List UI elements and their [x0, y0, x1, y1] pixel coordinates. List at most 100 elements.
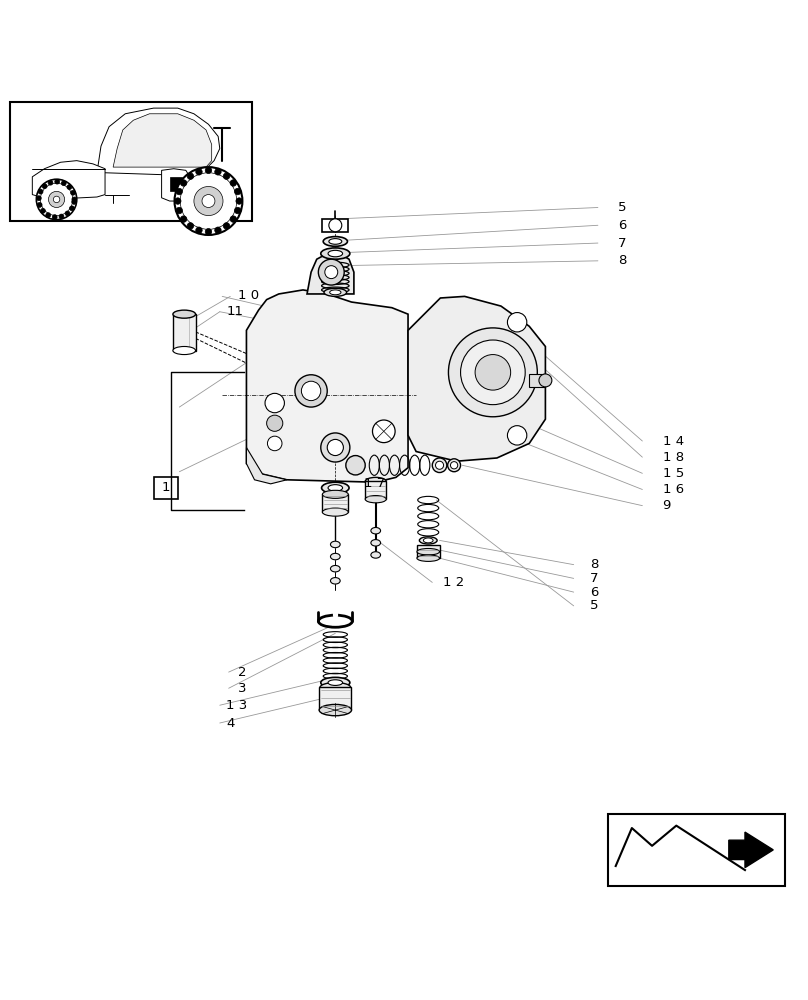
Circle shape	[67, 185, 72, 189]
Text: 6: 6	[590, 586, 598, 599]
Ellipse shape	[371, 552, 381, 558]
Circle shape	[318, 259, 344, 285]
Text: 1 2: 1 2	[443, 576, 464, 589]
Circle shape	[53, 196, 60, 203]
Circle shape	[215, 227, 221, 233]
Text: 3: 3	[238, 682, 247, 695]
Text: 1 6: 1 6	[663, 483, 684, 496]
Ellipse shape	[321, 677, 350, 688]
Circle shape	[507, 313, 527, 332]
Circle shape	[295, 375, 327, 407]
Text: 9: 9	[663, 499, 671, 512]
Circle shape	[48, 180, 53, 185]
Bar	[417, 545, 440, 558]
Ellipse shape	[319, 704, 351, 716]
Circle shape	[40, 208, 45, 213]
Ellipse shape	[448, 459, 461, 472]
Ellipse shape	[539, 374, 552, 387]
Circle shape	[175, 198, 181, 204]
Text: 1 4: 1 4	[663, 435, 684, 448]
Circle shape	[236, 198, 242, 204]
Text: 5: 5	[590, 599, 599, 612]
Polygon shape	[729, 832, 773, 868]
Circle shape	[180, 173, 237, 229]
Circle shape	[223, 223, 229, 229]
Circle shape	[187, 173, 194, 179]
Ellipse shape	[365, 477, 386, 485]
Ellipse shape	[330, 578, 340, 584]
Ellipse shape	[436, 461, 444, 469]
Ellipse shape	[365, 496, 386, 503]
Circle shape	[327, 439, 343, 456]
Circle shape	[346, 456, 365, 475]
Ellipse shape	[432, 458, 447, 473]
Ellipse shape	[322, 482, 349, 494]
Text: 1: 1	[162, 481, 170, 494]
Ellipse shape	[451, 462, 458, 469]
Circle shape	[475, 355, 511, 390]
Circle shape	[196, 169, 202, 175]
Circle shape	[230, 216, 237, 222]
Circle shape	[267, 436, 282, 451]
Ellipse shape	[328, 680, 343, 685]
Circle shape	[507, 426, 527, 445]
Ellipse shape	[419, 537, 437, 544]
Circle shape	[234, 207, 241, 214]
Polygon shape	[32, 161, 105, 199]
Text: 4: 4	[226, 717, 234, 730]
Circle shape	[301, 381, 321, 401]
Circle shape	[65, 211, 70, 216]
Text: 1 5: 1 5	[663, 467, 684, 480]
Text: 8: 8	[618, 254, 626, 267]
Ellipse shape	[417, 555, 440, 561]
Circle shape	[37, 202, 42, 207]
Circle shape	[205, 167, 212, 174]
Bar	[173, 314, 196, 351]
Bar	[10, 102, 252, 221]
Ellipse shape	[322, 490, 348, 498]
Bar	[319, 687, 351, 710]
Circle shape	[70, 190, 75, 195]
Circle shape	[69, 206, 74, 211]
Circle shape	[230, 180, 237, 186]
Circle shape	[59, 214, 64, 219]
Ellipse shape	[324, 288, 347, 296]
Bar	[322, 219, 348, 232]
Polygon shape	[170, 177, 182, 191]
Ellipse shape	[329, 239, 342, 244]
Circle shape	[53, 215, 57, 220]
Circle shape	[55, 179, 60, 184]
Circle shape	[205, 229, 212, 235]
Circle shape	[36, 179, 77, 220]
Circle shape	[372, 420, 395, 443]
Circle shape	[46, 213, 51, 218]
Circle shape	[234, 188, 241, 195]
Ellipse shape	[328, 250, 343, 257]
Bar	[529, 374, 545, 387]
Circle shape	[321, 433, 350, 462]
Circle shape	[38, 189, 43, 194]
Polygon shape	[97, 108, 220, 175]
Circle shape	[40, 183, 73, 216]
Circle shape	[180, 216, 187, 222]
Text: 1 0: 1 0	[238, 289, 259, 302]
Polygon shape	[246, 290, 408, 482]
Circle shape	[187, 223, 194, 229]
Ellipse shape	[371, 527, 381, 534]
Circle shape	[325, 266, 338, 279]
Polygon shape	[113, 114, 212, 167]
Circle shape	[176, 207, 183, 214]
Ellipse shape	[320, 683, 351, 692]
Ellipse shape	[330, 553, 340, 560]
Circle shape	[196, 227, 202, 233]
Polygon shape	[408, 296, 545, 461]
Bar	[322, 494, 348, 512]
Circle shape	[175, 167, 242, 235]
Ellipse shape	[423, 538, 433, 543]
Circle shape	[72, 199, 77, 204]
Circle shape	[461, 340, 525, 405]
Ellipse shape	[330, 565, 340, 572]
Ellipse shape	[417, 548, 440, 555]
Circle shape	[194, 186, 223, 216]
Text: 8: 8	[590, 558, 598, 571]
